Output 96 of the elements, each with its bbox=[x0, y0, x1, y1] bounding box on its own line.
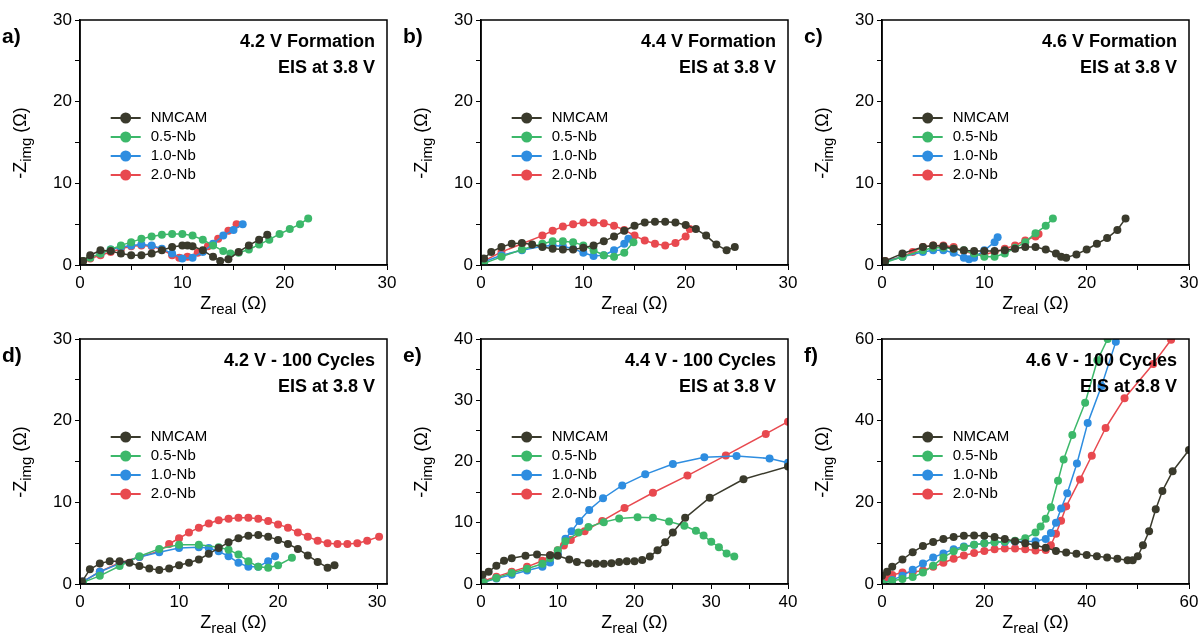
y-tick-label: 0 bbox=[463, 254, 473, 274]
x-tick-label: 20 bbox=[625, 591, 644, 611]
y-tick-label: 0 bbox=[463, 573, 473, 593]
x-tick-label: 30 bbox=[1179, 272, 1199, 292]
x-tick-label: 0 bbox=[476, 591, 486, 611]
y-tick-label: 0 bbox=[62, 573, 72, 593]
x-tick-label: 0 bbox=[75, 591, 85, 611]
legend-label: 0.5-Nb bbox=[952, 446, 998, 464]
legend-label: 1.0-Nb bbox=[952, 146, 998, 164]
text: e) bbox=[403, 343, 422, 367]
x-tick-label: 60 bbox=[1179, 591, 1199, 611]
text: c) bbox=[804, 24, 823, 48]
legend-label: 2.0-Nb bbox=[551, 484, 597, 502]
x-tick-label: 20 bbox=[974, 591, 994, 611]
legend-label: 2.0-Nb bbox=[150, 484, 196, 502]
x-tick-label: 20 bbox=[1077, 272, 1097, 292]
x-tick-label: 10 bbox=[573, 272, 593, 292]
x-tick-label: 10 bbox=[974, 272, 994, 292]
y-tick-label: 20 bbox=[855, 91, 874, 111]
legend-label: 2.0-Nb bbox=[952, 165, 998, 183]
x-tick-label: 10 bbox=[172, 272, 192, 292]
legend-label: NMCAM bbox=[150, 427, 208, 445]
text: 4.4 V Formation bbox=[640, 30, 776, 51]
text: 4.6 V Formation bbox=[1041, 30, 1177, 51]
y-tick-label: 10 bbox=[454, 512, 473, 532]
x-tick-label: 0 bbox=[877, 272, 887, 292]
text: a) bbox=[2, 24, 21, 48]
y-tick-label: 10 bbox=[53, 173, 72, 193]
y-tick-label: 30 bbox=[53, 328, 72, 348]
y-tick-label: 30 bbox=[454, 389, 473, 409]
x-axis-title: Z$_{real}$ (Ω) bbox=[601, 612, 668, 636]
legend-label: 1.0-Nb bbox=[952, 465, 998, 483]
legend-label: 0.5-Nb bbox=[551, 127, 597, 145]
x-tick-label: 10 bbox=[169, 591, 189, 611]
x-tick-label: 30 bbox=[367, 591, 387, 611]
x-tick-label: 0 bbox=[75, 272, 85, 292]
y-tick-label: 30 bbox=[855, 9, 874, 29]
text: 4.2 V - 100 Cycles bbox=[223, 349, 375, 370]
legend-label: NMCAM bbox=[551, 108, 609, 126]
y-tick-label: 0 bbox=[62, 254, 72, 274]
legend-label: NMCAM bbox=[551, 427, 609, 445]
text: d) bbox=[2, 343, 22, 367]
y-tick-label: 0 bbox=[864, 254, 874, 274]
y-tick-label: 0 bbox=[864, 573, 874, 593]
y-tick-label: 10 bbox=[53, 492, 72, 512]
x-tick-label: 30 bbox=[778, 272, 798, 292]
y-tick-label: 30 bbox=[454, 9, 473, 29]
y-tick-label: 20 bbox=[454, 91, 473, 111]
x-tick-label: 20 bbox=[268, 591, 288, 611]
text: EIS at 3.8 V bbox=[1079, 56, 1177, 77]
legend-label: 1.0-Nb bbox=[551, 146, 597, 164]
text: f) bbox=[804, 343, 818, 367]
y-tick-label: 40 bbox=[454, 328, 473, 348]
text: EIS at 3.8 V bbox=[678, 56, 776, 77]
x-axis-title: Z$_{real}$ (Ω) bbox=[601, 293, 668, 317]
x-tick-label: 30 bbox=[701, 591, 721, 611]
legend-label: 0.5-Nb bbox=[551, 446, 597, 464]
text: b) bbox=[403, 24, 423, 48]
x-tick-label: 40 bbox=[778, 591, 798, 611]
legend-label: 1.0-Nb bbox=[150, 465, 196, 483]
y-tick-label: 20 bbox=[454, 451, 473, 471]
legend-label: NMCAM bbox=[952, 108, 1010, 126]
legend-label: 2.0-Nb bbox=[952, 484, 998, 502]
legend-label: 0.5-Nb bbox=[952, 127, 998, 145]
y-tick-label: 20 bbox=[53, 410, 72, 430]
legend-label: NMCAM bbox=[150, 108, 208, 126]
legend-label: 0.5-Nb bbox=[150, 446, 196, 464]
y-tick-label: 60 bbox=[855, 328, 874, 348]
legend-label: 2.0-Nb bbox=[150, 165, 196, 183]
x-axis-title: Z$_{real}$ (Ω) bbox=[1002, 612, 1069, 636]
text: 4.4 V - 100 Cycles bbox=[624, 349, 776, 370]
legend-label: 1.0-Nb bbox=[551, 465, 597, 483]
x-tick-label: 0 bbox=[476, 272, 486, 292]
y-tick-label: 20 bbox=[53, 91, 72, 111]
legend-label: 0.5-Nb bbox=[150, 127, 196, 145]
y-tick-label: 30 bbox=[53, 9, 72, 29]
y-tick-label: 10 bbox=[454, 173, 473, 193]
y-tick-label: 20 bbox=[855, 492, 874, 512]
text: EIS at 3.8 V bbox=[277, 375, 375, 396]
x-tick-label: 10 bbox=[548, 591, 568, 611]
legend-label: NMCAM bbox=[952, 427, 1010, 445]
x-tick-label: 20 bbox=[676, 272, 696, 292]
x-axis-title: Z$_{real}$ (Ω) bbox=[1002, 293, 1069, 317]
legend-label: 2.0-Nb bbox=[551, 165, 597, 183]
x-tick-label: 20 bbox=[275, 272, 295, 292]
y-tick-label: 40 bbox=[855, 410, 874, 430]
x-tick-label: 40 bbox=[1077, 591, 1097, 611]
x-axis-title: Z$_{real}$ (Ω) bbox=[200, 612, 267, 636]
x-tick-label: 0 bbox=[877, 591, 887, 611]
text: 4.2 V Formation bbox=[239, 30, 375, 51]
y-tick-label: 10 bbox=[855, 173, 874, 193]
legend-label: 1.0-Nb bbox=[150, 146, 196, 164]
text: EIS at 3.8 V bbox=[678, 375, 776, 396]
text: EIS at 3.8 V bbox=[277, 56, 375, 77]
x-tick-label: 30 bbox=[377, 272, 397, 292]
x-axis-title: Z$_{real}$ (Ω) bbox=[200, 293, 267, 317]
